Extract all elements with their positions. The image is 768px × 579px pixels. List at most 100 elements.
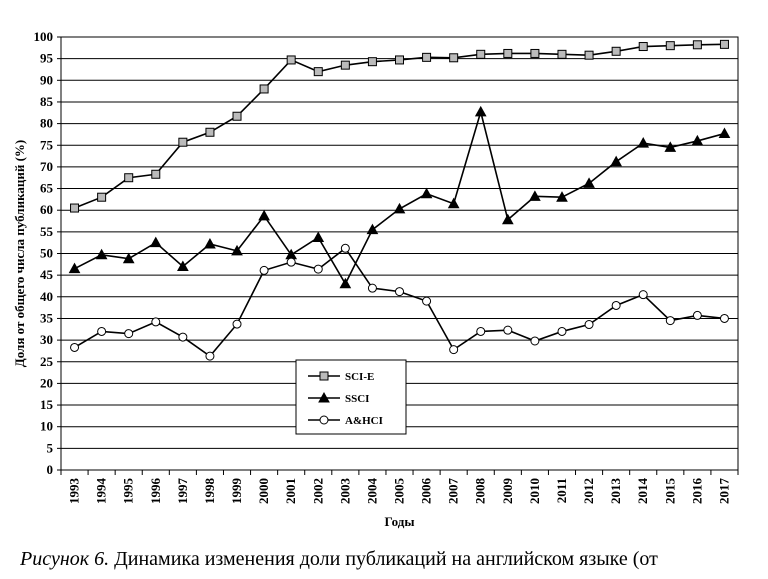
legend-marker: [318, 391, 330, 403]
figure-caption: Рисунок 6. Динамика изменения доли публи…: [20, 548, 768, 571]
x-tick-label: 2011: [554, 478, 569, 503]
data-point: [70, 342, 80, 352]
y-tick-label: 90: [40, 72, 53, 87]
series-1: [68, 105, 731, 289]
data-point: [637, 137, 650, 148]
data-point: [231, 244, 243, 256]
x-tick-label: 1993: [67, 478, 82, 505]
y-axis: 0 5 10 15 20 25 30 35 40 45 50 55 60 65 70 75 80 85 90 95 10…: [34, 29, 61, 477]
data-point: [367, 57, 377, 67]
y-tick-label: 65: [40, 181, 54, 196]
data-point: [503, 48, 513, 58]
y-tick-label: 60: [40, 202, 53, 217]
data-point: [124, 329, 134, 339]
y-axis-title: Доля от общего числа публикаций (%): [12, 140, 27, 367]
y-tick-label: 10: [40, 419, 53, 434]
legend-item: A&HCI: [308, 415, 383, 427]
legend-marker: [319, 415, 329, 425]
data-point: [258, 209, 270, 221]
legend-item: SCI-E: [308, 371, 374, 383]
data-point: [232, 319, 242, 329]
data-point: [178, 332, 188, 342]
series-2: [70, 243, 729, 361]
y-tick-label: 95: [40, 51, 54, 66]
data-point: [665, 316, 675, 326]
data-point: [151, 169, 161, 179]
data-point: [149, 236, 162, 248]
data-point: [420, 187, 433, 199]
x-tick-label: 2003: [337, 478, 352, 505]
data-point: [611, 300, 621, 310]
data-point: [122, 252, 135, 264]
series-0: [70, 39, 729, 213]
data-point: [692, 40, 702, 50]
data-point: [177, 260, 189, 271]
legend-marker: [319, 371, 329, 381]
data-point: [611, 46, 621, 56]
x-tick-label: 2014: [635, 478, 650, 505]
x-tick-label: 1999: [229, 478, 244, 505]
data-point: [530, 48, 540, 58]
data-point: [692, 310, 702, 320]
data-point: [340, 60, 350, 70]
data-point: [449, 53, 459, 63]
y-tick-label: 35: [40, 310, 54, 325]
data-point: [259, 84, 269, 94]
data-point: [151, 317, 161, 327]
caption-label: Рисунок 6.: [20, 548, 110, 570]
x-tick-label: 1994: [94, 478, 109, 505]
data-point: [691, 134, 704, 146]
data-point: [422, 52, 432, 62]
data-point: [339, 277, 352, 289]
y-tick-label: 5: [47, 440, 54, 455]
data-point: [393, 202, 406, 214]
data-point: [719, 39, 729, 49]
y-tick-label: 50: [40, 246, 53, 261]
y-tick-label: 0: [47, 462, 54, 477]
y-tick-label: 100: [34, 29, 54, 44]
data-point: [474, 105, 487, 117]
caption-text: Динамика изменения доли публикаций на ан…: [109, 548, 658, 570]
series-line: [74, 108, 725, 286]
x-tick-label: 2008: [473, 478, 488, 505]
data-point: [97, 192, 107, 202]
x-tick-label: 1996: [148, 478, 163, 505]
x-tick-label: 2015: [662, 478, 677, 505]
x-tick-label: 1998: [202, 478, 217, 505]
legend-item: SSCI: [308, 391, 369, 405]
data-point: [583, 177, 595, 188]
y-tick-label: 55: [40, 224, 54, 239]
y-tick-label: 45: [40, 267, 54, 282]
legend-box: [295, 359, 407, 435]
data-point: [204, 237, 216, 249]
y-tick-label: 85: [40, 94, 54, 109]
data-point: [447, 197, 460, 209]
data-point: [638, 42, 648, 52]
legend-label: SCI-E: [345, 371, 374, 383]
data-point: [556, 191, 568, 202]
data-point: [610, 155, 622, 167]
data-point: [259, 265, 269, 275]
data-point: [665, 41, 675, 51]
data-point: [557, 326, 567, 336]
x-tick-label: 2005: [392, 478, 407, 505]
x-tick-label: 2016: [689, 478, 704, 505]
data-point: [232, 111, 242, 121]
data-point: [530, 336, 540, 346]
data-point: [718, 127, 731, 139]
data-point: [286, 257, 296, 267]
data-point: [205, 351, 215, 361]
data-point: [584, 320, 594, 330]
data-point: [719, 313, 729, 323]
x-tick-label: 2017: [716, 478, 731, 505]
x-axis-title: Годы: [385, 514, 415, 529]
data-point: [557, 49, 567, 59]
x-tick-label: 2010: [527, 478, 542, 504]
x-tick-label: 2001: [283, 478, 298, 504]
y-tick-label: 80: [40, 116, 53, 131]
data-point: [664, 141, 677, 152]
data-point: [476, 326, 486, 336]
x-tick-label: 2009: [500, 478, 515, 505]
data-point: [178, 137, 188, 147]
x-tick-label: 2006: [419, 478, 434, 505]
